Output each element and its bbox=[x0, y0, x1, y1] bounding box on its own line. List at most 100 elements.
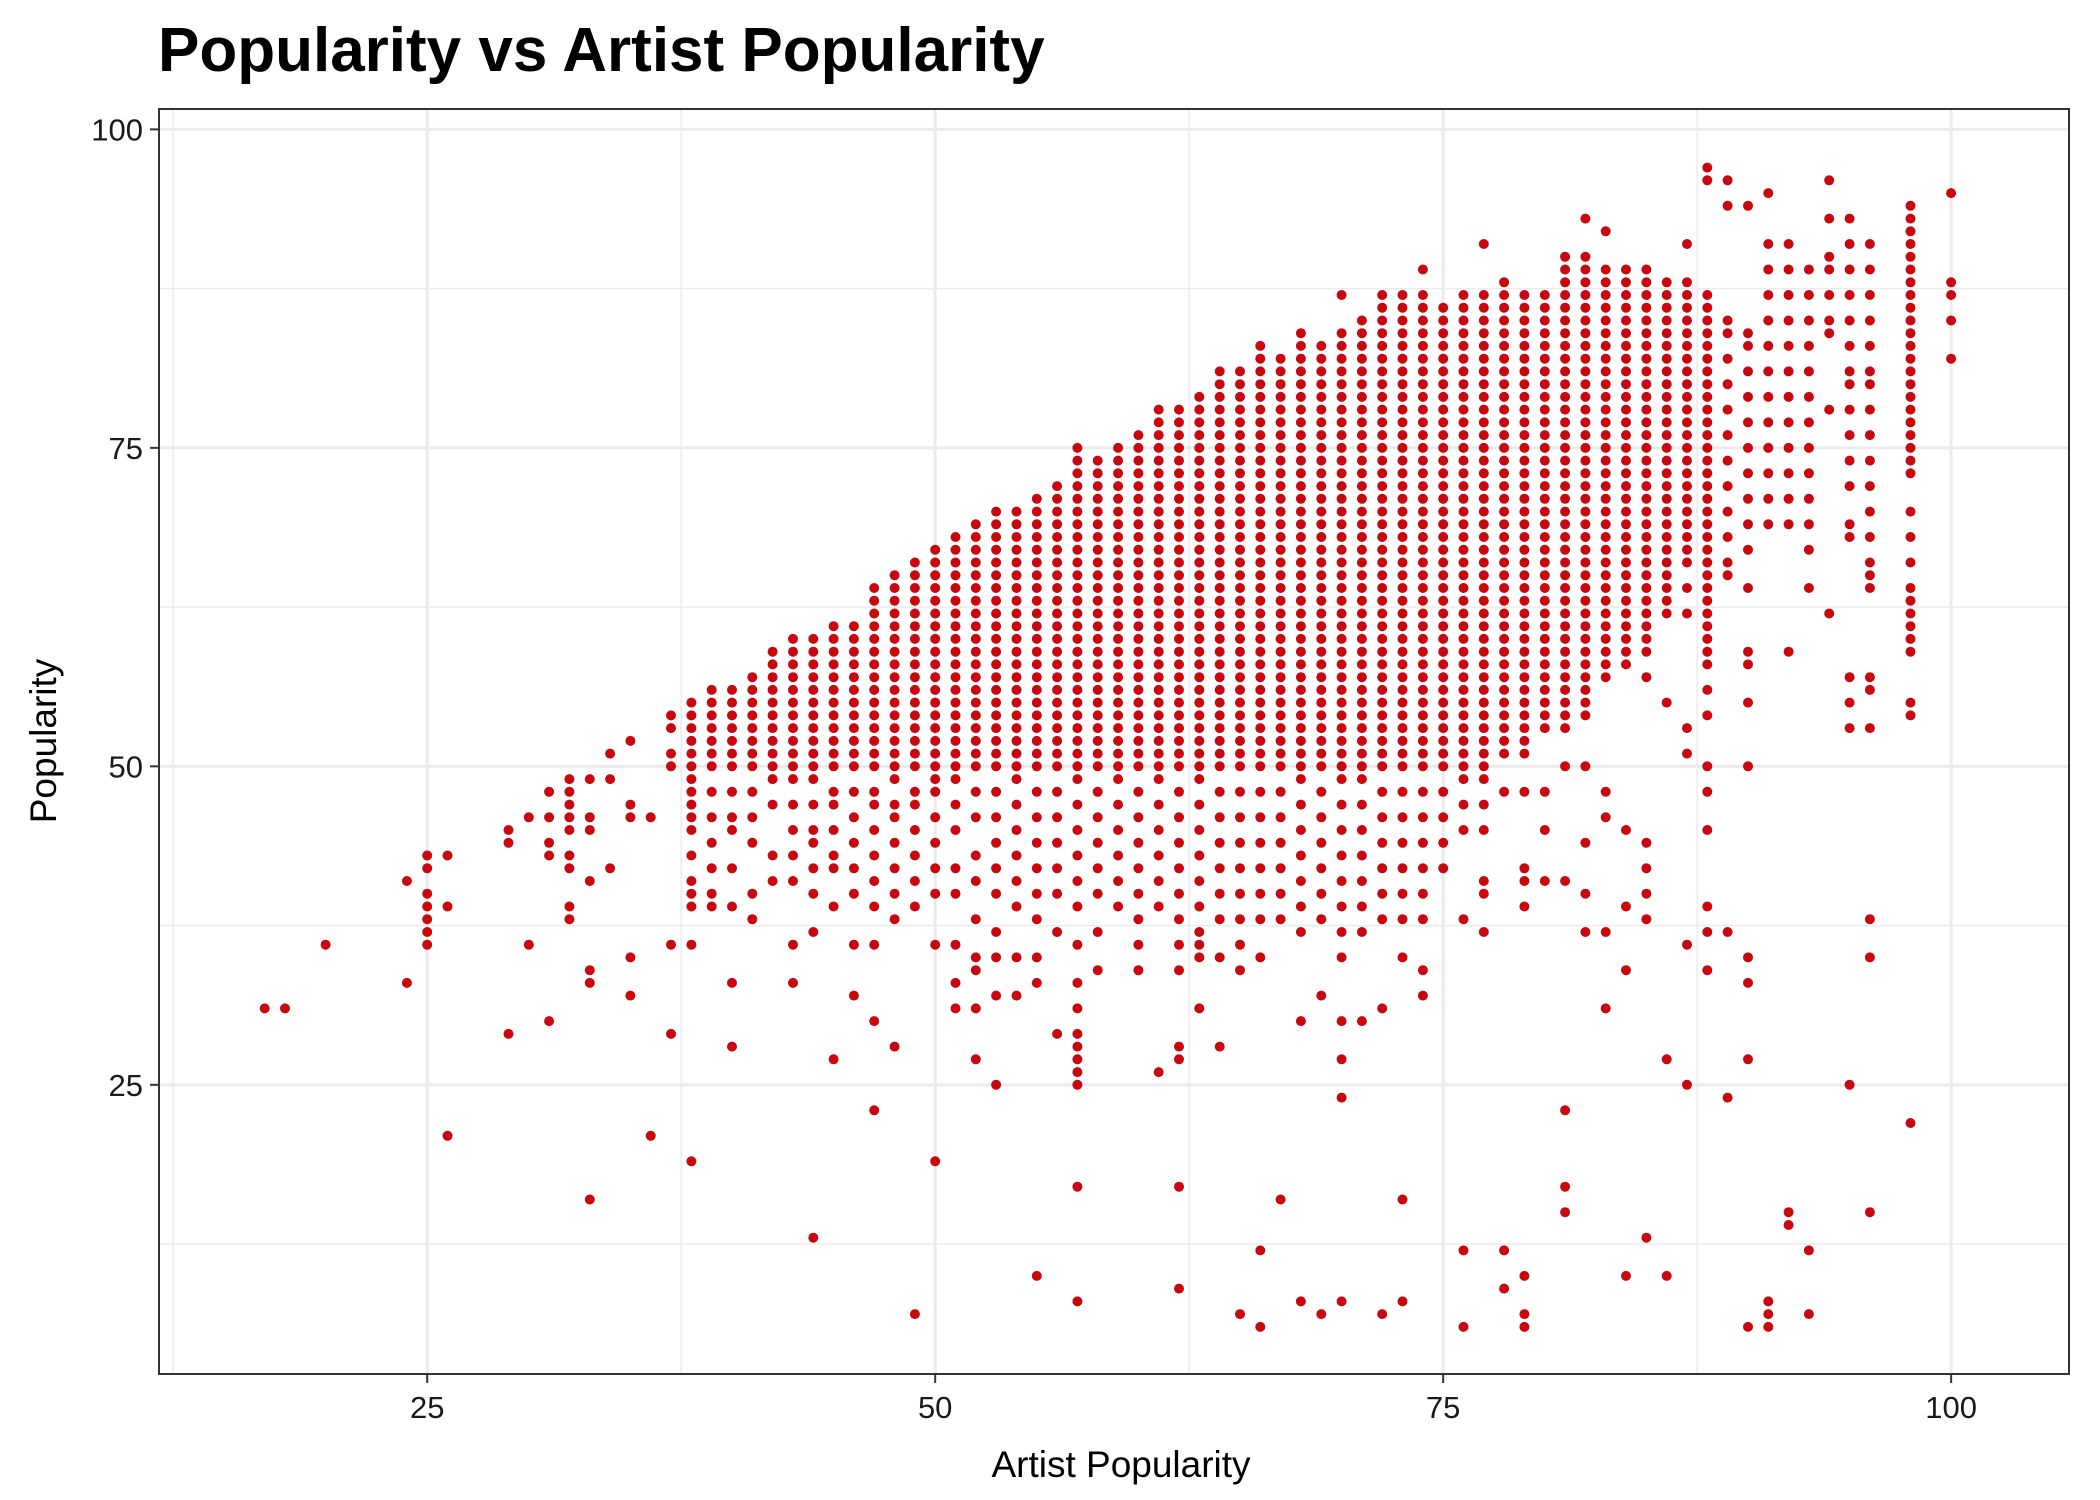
data-point bbox=[808, 927, 819, 937]
data-point bbox=[1072, 633, 1083, 644]
data-point bbox=[1519, 404, 1530, 415]
data-point bbox=[1133, 493, 1144, 504]
data-point bbox=[1356, 340, 1367, 351]
data-point bbox=[686, 748, 697, 759]
data-point bbox=[1356, 391, 1367, 402]
data-point bbox=[1499, 659, 1510, 670]
data-point bbox=[1560, 621, 1571, 632]
data-point bbox=[1661, 340, 1672, 351]
data-point bbox=[1377, 455, 1388, 466]
data-point bbox=[1153, 761, 1164, 772]
data-point bbox=[970, 850, 981, 861]
data-point bbox=[1255, 366, 1266, 377]
data-point bbox=[1194, 595, 1205, 606]
data-point bbox=[686, 850, 697, 861]
data-point bbox=[1153, 468, 1164, 479]
data-point bbox=[727, 735, 737, 746]
data-point bbox=[1905, 404, 1916, 415]
data-point bbox=[1743, 646, 1753, 657]
data-point bbox=[950, 939, 961, 950]
data-point bbox=[1194, 468, 1205, 479]
data-point bbox=[1397, 684, 1408, 695]
data-point bbox=[1174, 468, 1184, 479]
data-point bbox=[889, 774, 900, 785]
data-point bbox=[930, 557, 941, 568]
data-point bbox=[1011, 633, 1022, 644]
data-point bbox=[1214, 519, 1225, 530]
data-point bbox=[1397, 366, 1408, 377]
data-point bbox=[544, 812, 555, 823]
data-point bbox=[1763, 188, 1774, 199]
data-point bbox=[1113, 697, 1124, 708]
data-point bbox=[1580, 595, 1591, 606]
data-point bbox=[1499, 455, 1510, 466]
data-point bbox=[1783, 417, 1794, 428]
data-point bbox=[1519, 366, 1530, 377]
data-point bbox=[1235, 404, 1245, 415]
data-point bbox=[1438, 697, 1449, 708]
data-point bbox=[1336, 481, 1347, 492]
data-point bbox=[1356, 468, 1367, 479]
data-point bbox=[1499, 633, 1510, 644]
data-point bbox=[1641, 914, 1652, 925]
data-point bbox=[1417, 965, 1428, 976]
data-point bbox=[848, 672, 859, 683]
data-point bbox=[1519, 710, 1530, 721]
data-point bbox=[1295, 379, 1306, 390]
data-point bbox=[1092, 659, 1103, 670]
data-point bbox=[686, 710, 697, 721]
data-point bbox=[1499, 277, 1510, 288]
data-point bbox=[1458, 583, 1469, 593]
data-point bbox=[1316, 455, 1327, 466]
data-point bbox=[1478, 417, 1489, 428]
data-point bbox=[1316, 468, 1327, 479]
data-point bbox=[1702, 315, 1713, 326]
data-point bbox=[1905, 315, 1916, 326]
data-point bbox=[1072, 570, 1083, 581]
data-point bbox=[1174, 1041, 1184, 1052]
data-point bbox=[1336, 774, 1347, 785]
data-point bbox=[828, 799, 839, 810]
data-point bbox=[1417, 570, 1428, 581]
data-point bbox=[1519, 506, 1530, 517]
data-point bbox=[1113, 684, 1124, 695]
data-point bbox=[1417, 761, 1428, 772]
data-point bbox=[991, 659, 1002, 670]
data-point bbox=[1661, 366, 1672, 377]
data-point bbox=[1438, 723, 1449, 734]
data-point bbox=[970, 570, 981, 581]
data-point bbox=[1682, 532, 1692, 542]
data-point bbox=[1824, 608, 1835, 619]
data-point bbox=[1295, 927, 1306, 937]
data-point bbox=[1641, 404, 1652, 415]
data-point bbox=[1702, 175, 1713, 186]
data-point bbox=[706, 863, 717, 874]
data-point bbox=[1052, 557, 1063, 568]
data-point bbox=[970, 710, 981, 721]
data-point bbox=[1580, 583, 1591, 593]
data-point bbox=[666, 939, 676, 950]
data-point bbox=[1235, 442, 1245, 453]
data-point bbox=[1499, 583, 1510, 593]
data-point bbox=[1560, 557, 1571, 568]
data-point bbox=[1621, 277, 1631, 288]
data-point bbox=[889, 914, 900, 925]
data-point bbox=[1661, 532, 1672, 542]
data-point bbox=[1255, 786, 1266, 797]
data-point bbox=[1458, 430, 1469, 441]
data-point bbox=[788, 774, 798, 785]
data-point bbox=[970, 761, 981, 772]
data-point bbox=[1275, 697, 1286, 708]
data-point bbox=[1295, 430, 1306, 441]
data-point bbox=[1560, 723, 1571, 734]
data-point bbox=[727, 786, 737, 797]
data-point bbox=[1682, 277, 1692, 288]
data-point bbox=[1478, 544, 1489, 555]
data-point bbox=[1072, 519, 1083, 530]
data-point bbox=[1336, 646, 1347, 657]
data-point bbox=[1864, 290, 1875, 300]
data-point bbox=[1438, 442, 1449, 453]
data-point bbox=[1235, 812, 1245, 823]
data-point bbox=[1174, 748, 1184, 759]
data-point bbox=[1113, 442, 1124, 453]
